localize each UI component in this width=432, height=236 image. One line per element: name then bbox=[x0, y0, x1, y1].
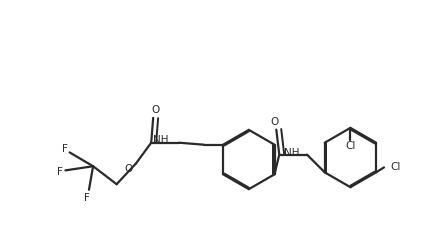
Text: O: O bbox=[151, 105, 159, 115]
Text: Cl: Cl bbox=[345, 141, 356, 151]
Text: Cl: Cl bbox=[390, 162, 400, 173]
Text: O: O bbox=[124, 164, 132, 174]
Text: NH: NH bbox=[153, 135, 169, 145]
Text: F: F bbox=[57, 167, 63, 177]
Text: O: O bbox=[270, 117, 279, 127]
Text: F: F bbox=[62, 144, 67, 154]
Text: NH: NH bbox=[283, 148, 299, 158]
Text: F: F bbox=[84, 193, 90, 203]
